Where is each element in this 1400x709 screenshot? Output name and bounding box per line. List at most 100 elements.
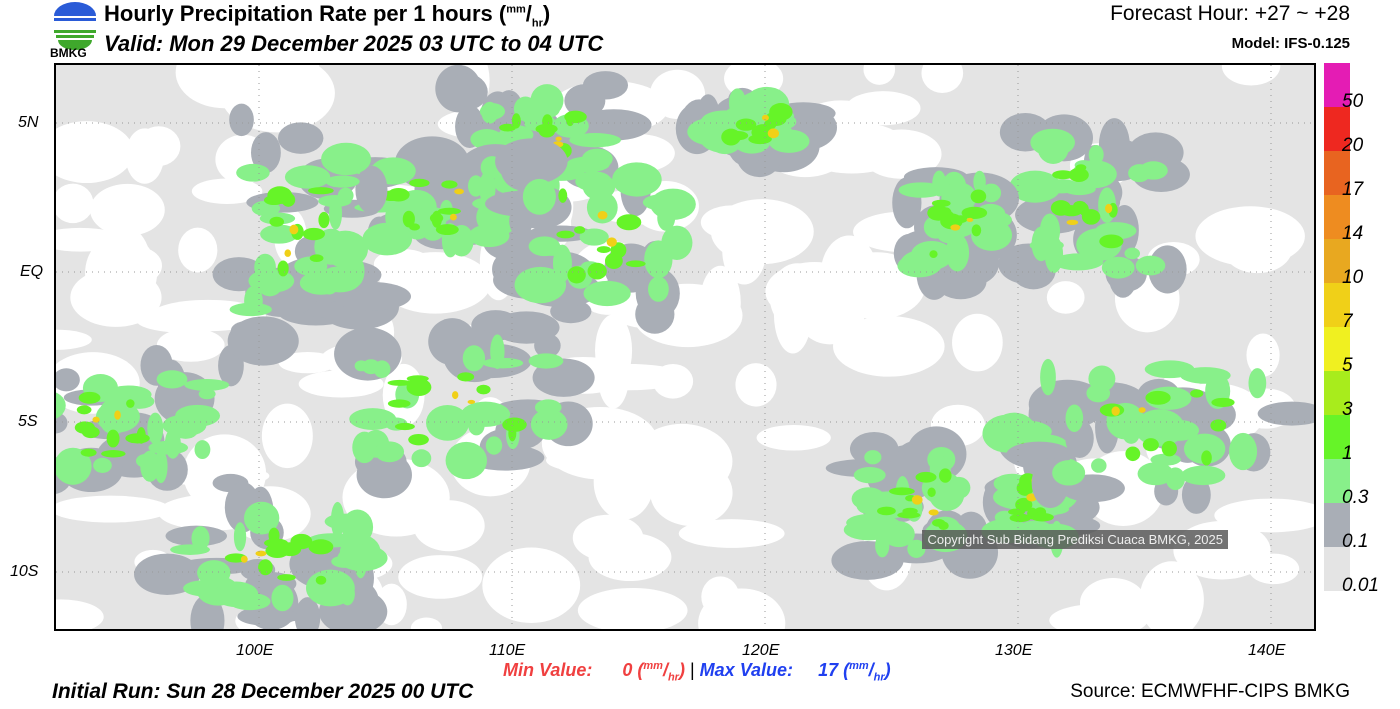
rain-area bbox=[147, 412, 164, 445]
rain-area bbox=[409, 178, 430, 188]
rain-area bbox=[1210, 419, 1227, 432]
rain-area bbox=[134, 553, 201, 596]
rain-area bbox=[927, 487, 936, 498]
min-value: 0 (mm/hr) bbox=[622, 660, 685, 684]
rain-area bbox=[93, 457, 112, 473]
dry-area bbox=[650, 459, 733, 526]
rain-area bbox=[352, 431, 377, 464]
rain-area bbox=[907, 539, 926, 558]
dry-area bbox=[1139, 561, 1204, 629]
separator: | bbox=[689, 660, 695, 680]
lon-tick: 100E bbox=[236, 642, 274, 659]
rain-area bbox=[522, 178, 556, 215]
dry-area bbox=[1214, 498, 1314, 533]
rain-area bbox=[258, 559, 273, 576]
rain-area bbox=[318, 211, 330, 229]
rain-area bbox=[1228, 432, 1258, 471]
rain-area bbox=[1128, 164, 1151, 183]
legend-label: 0.1 bbox=[1342, 531, 1369, 552]
dry-area bbox=[56, 183, 94, 224]
rain-area bbox=[1150, 453, 1181, 466]
legend-label: 50 bbox=[1342, 91, 1364, 112]
rain-area bbox=[175, 404, 221, 427]
rain-area bbox=[575, 171, 612, 192]
lon-tick: 120E bbox=[742, 642, 780, 659]
rain-area bbox=[1052, 460, 1086, 486]
rain-area bbox=[230, 320, 263, 341]
rain-area bbox=[194, 440, 211, 460]
rain-area bbox=[877, 506, 896, 516]
rain-area bbox=[441, 180, 458, 189]
rain-area bbox=[1161, 440, 1177, 457]
rain-area bbox=[618, 162, 658, 196]
rain-area bbox=[932, 518, 946, 527]
rain-area bbox=[462, 345, 486, 372]
legend-swatch bbox=[1324, 547, 1350, 591]
rain-area bbox=[961, 206, 988, 219]
rain-area bbox=[889, 487, 915, 496]
dry-area bbox=[136, 308, 235, 333]
map-title: Hourly Precipitation Rate per 1 hours (m… bbox=[104, 1, 551, 30]
rain-area bbox=[387, 379, 412, 386]
rain-area bbox=[355, 165, 388, 214]
rain-area bbox=[897, 511, 921, 519]
dry-area bbox=[1195, 206, 1305, 267]
rain-core bbox=[928, 509, 939, 516]
rain-area bbox=[56, 392, 66, 419]
rain-area bbox=[530, 84, 564, 117]
rain-area bbox=[309, 254, 324, 262]
rain-area bbox=[337, 187, 354, 204]
rain-core bbox=[255, 550, 267, 557]
legend-swatch bbox=[1324, 327, 1350, 371]
rain-core bbox=[597, 210, 608, 220]
dry-area bbox=[587, 539, 657, 565]
rain-area bbox=[927, 205, 950, 221]
rain-area bbox=[457, 372, 475, 382]
legend-swatch bbox=[1324, 239, 1350, 283]
rain-area bbox=[387, 399, 411, 408]
rain-area bbox=[429, 213, 444, 224]
rain-area bbox=[994, 510, 1015, 524]
dry-area bbox=[701, 576, 740, 618]
rain-area bbox=[1122, 425, 1140, 444]
rain-area bbox=[915, 471, 937, 483]
rain-area bbox=[635, 294, 675, 334]
rain-area bbox=[1068, 167, 1089, 182]
legend-swatch bbox=[1324, 151, 1350, 195]
rain-area bbox=[233, 522, 247, 552]
rain-area bbox=[493, 311, 560, 344]
lat-tick: 5N bbox=[18, 114, 39, 131]
rain-area bbox=[648, 276, 669, 302]
rain-area bbox=[534, 399, 562, 416]
rain-area bbox=[1190, 389, 1204, 398]
legend-swatch bbox=[1324, 63, 1350, 107]
rain-area bbox=[277, 122, 324, 154]
rain-area bbox=[1088, 144, 1104, 165]
rain-core bbox=[950, 224, 961, 231]
rain-area bbox=[308, 187, 334, 195]
dry-area bbox=[921, 65, 964, 93]
rain-area bbox=[992, 412, 1037, 449]
legend-label: 14 bbox=[1342, 223, 1364, 244]
dry-area bbox=[601, 134, 675, 173]
dry-area bbox=[678, 519, 785, 548]
lon-tick: 140E bbox=[1248, 642, 1286, 659]
rain-area bbox=[290, 533, 313, 550]
rain-area bbox=[1086, 384, 1111, 403]
dry-area bbox=[398, 555, 483, 599]
legend-label: 20 bbox=[1342, 135, 1364, 156]
rain-area bbox=[318, 266, 362, 293]
dry-area bbox=[597, 341, 630, 409]
rain-core bbox=[240, 555, 248, 563]
lat-tick: 10S bbox=[10, 563, 39, 580]
rain-area bbox=[650, 188, 696, 220]
rain-area bbox=[511, 113, 521, 129]
rain-area bbox=[277, 260, 289, 277]
dry-area bbox=[156, 328, 225, 362]
dry-area bbox=[1221, 65, 1281, 86]
rain-area bbox=[244, 501, 280, 535]
rain-area bbox=[876, 508, 893, 544]
rain-area bbox=[864, 450, 882, 465]
rain-area bbox=[971, 224, 982, 237]
rain-area bbox=[544, 278, 565, 295]
